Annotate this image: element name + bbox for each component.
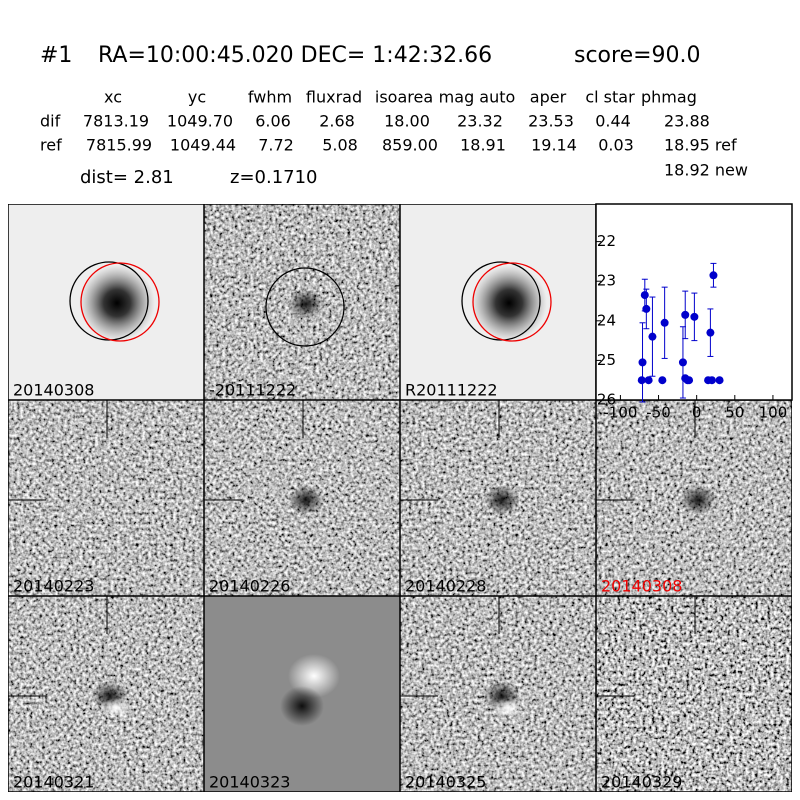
- table-cell: 23.88: [664, 112, 710, 131]
- stamp: 20140325: [400, 596, 596, 792]
- noise: [8, 400, 204, 596]
- row-label: ref: [40, 136, 62, 155]
- stamp-label: 20140329: [601, 773, 682, 792]
- aperture: [80, 262, 160, 342]
- residual: [100, 698, 132, 718]
- x-tick-label: -50: [646, 404, 671, 422]
- stamp: 20140226: [204, 400, 400, 596]
- table-cell: 0.44: [595, 112, 631, 131]
- y-tick-label: 25: [597, 351, 616, 369]
- data-point: [715, 376, 724, 385]
- column-header: xc: [104, 88, 122, 107]
- score: score=90.0: [574, 43, 701, 68]
- table-cell: 19.14: [531, 136, 577, 155]
- residual: [484, 485, 520, 515]
- table-cell: 18.95 ref: [664, 136, 737, 155]
- stamp: 20140308: [8, 204, 204, 400]
- table-cell: 2.68: [319, 112, 355, 131]
- table-cell: 7815.99: [86, 136, 152, 155]
- x-tick-label: 50: [725, 404, 744, 422]
- residual: [288, 485, 324, 515]
- data-point: [658, 376, 667, 385]
- table-cell: 18.00: [384, 112, 430, 131]
- column-header: aper: [530, 88, 567, 107]
- phmag-new: 18.92 new: [664, 161, 748, 180]
- column-header: yc: [188, 88, 206, 107]
- y-tick-label: 22: [597, 232, 616, 250]
- column-header: phmag: [641, 88, 697, 107]
- table-cell: 23.32: [457, 112, 503, 131]
- residual: [492, 698, 524, 718]
- x-tick-label: 100: [759, 404, 788, 422]
- source: [471, 265, 547, 341]
- candidate-id: #1: [40, 43, 72, 68]
- data-point: [707, 376, 716, 385]
- stamp-label: R20111222: [405, 381, 498, 400]
- data-point: [640, 291, 649, 300]
- distance: dist= 2.81: [80, 167, 174, 188]
- column-header: fluxrad: [306, 88, 362, 107]
- stamp: 20140323: [204, 596, 400, 792]
- column-header: cl star: [585, 88, 635, 107]
- table-cell: 7813.19: [83, 112, 149, 131]
- residual: [288, 289, 324, 319]
- stamp: R20111222: [400, 204, 596, 400]
- y-tick-label: 26: [597, 391, 616, 409]
- stamp: 20140321: [8, 596, 204, 792]
- residual: [680, 485, 716, 515]
- column-header: fwhm: [248, 88, 292, 107]
- table-cell: 23.53: [528, 112, 574, 131]
- stamp: 20140223: [8, 400, 204, 596]
- table-cell: 0.03: [598, 136, 634, 155]
- stamp-label: 20140325: [405, 773, 486, 792]
- stamp-label: 20140226: [209, 577, 290, 596]
- data-point: [638, 358, 647, 367]
- stamp-label: 20140323: [209, 773, 290, 792]
- table-cell: 7.72: [258, 136, 294, 155]
- data-point: [660, 318, 669, 327]
- data-point: [685, 376, 694, 385]
- row-label: dif: [40, 112, 61, 131]
- table-cell: 1049.70: [167, 112, 233, 131]
- table-cell: 18.91: [460, 136, 506, 155]
- table-cell: 1049.44: [170, 136, 236, 155]
- residual: [280, 686, 324, 726]
- stamp: 20140308: [596, 400, 792, 596]
- data-point: [681, 310, 690, 319]
- x-tick-label: -100: [603, 404, 637, 422]
- source: [79, 265, 155, 341]
- redshift: z=0.1710: [230, 167, 318, 188]
- stamp-label: 20140308: [13, 381, 94, 400]
- stamp-label: -20111222: [209, 381, 296, 400]
- stamp-label: 20140308: [601, 577, 682, 596]
- coordinates: RA=10:00:45.020 DEC= 1:42:32.66: [98, 43, 492, 68]
- data-point: [709, 271, 718, 280]
- table-cell: 6.06: [255, 112, 291, 131]
- data-point: [690, 312, 699, 321]
- aperture: [472, 262, 552, 342]
- stamp-label: 20140228: [405, 577, 486, 596]
- y-tick-label: 23: [597, 272, 616, 290]
- noise: [596, 596, 792, 792]
- stamp: 20140329: [596, 596, 792, 792]
- data-point: [648, 332, 657, 341]
- stamp: 20140228: [400, 400, 596, 596]
- stamp: -20111222: [204, 204, 400, 400]
- aperture: [265, 267, 345, 347]
- data-point: [644, 376, 653, 385]
- column-header: mag auto: [439, 88, 516, 107]
- table-cell: 859.00: [382, 136, 438, 155]
- data-point: [642, 304, 651, 313]
- data-point: [678, 358, 687, 367]
- stamp-label: 20140321: [13, 773, 94, 792]
- x-tick-label: 0: [692, 404, 702, 422]
- y-tick-label: 24: [597, 311, 616, 329]
- stamp-label: 20140223: [13, 577, 94, 596]
- table-cell: 5.08: [322, 136, 358, 155]
- data-point: [637, 376, 646, 385]
- data-point: [706, 328, 715, 337]
- column-header: isoarea: [375, 88, 433, 107]
